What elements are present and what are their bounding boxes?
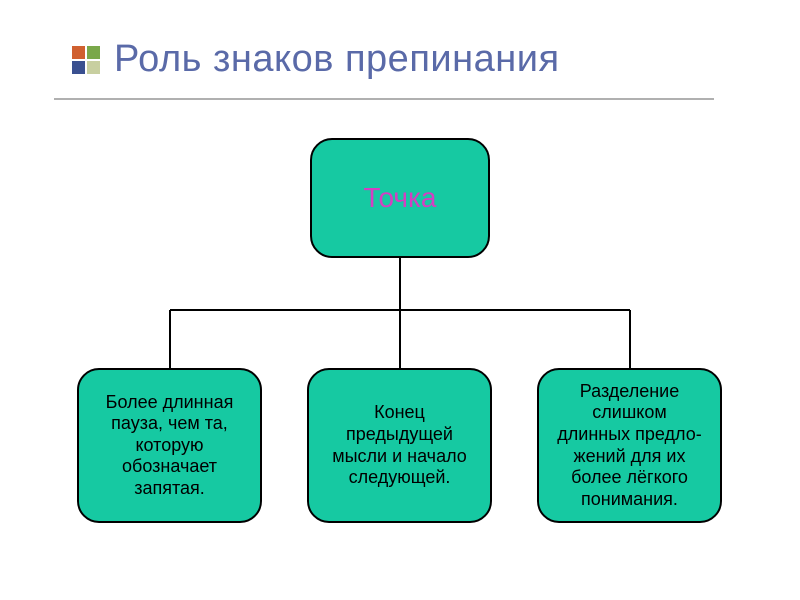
diagram: Точка Более длиннаяпауза, чем та,которую… <box>0 0 800 600</box>
leaf-label: Разделениеслишкомдлинных предло-жений дл… <box>557 381 701 511</box>
leaf-node-0: Более длиннаяпауза, чем та,которуюобозна… <box>77 368 262 523</box>
leaf-label: Конецпредыдущеймысли и началоследующей. <box>332 402 467 488</box>
root-label: Точка <box>364 181 437 215</box>
root-node: Точка <box>310 138 490 258</box>
leaf-node-1: Конецпредыдущеймысли и началоследующей. <box>307 368 492 523</box>
leaf-label: Более длиннаяпауза, чем та,которуюобозна… <box>106 392 234 500</box>
leaf-node-2: Разделениеслишкомдлинных предло-жений дл… <box>537 368 722 523</box>
